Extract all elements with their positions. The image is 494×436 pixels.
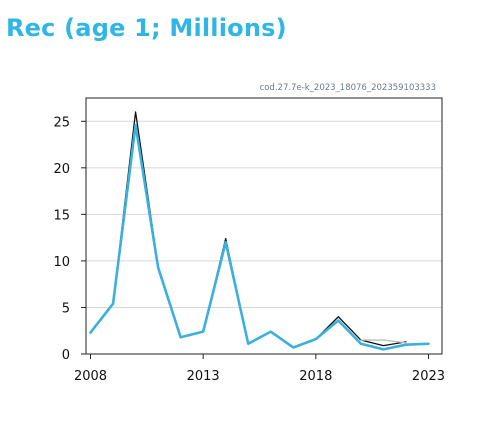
y-axis-ticks: 0 5 10 15 20 25 bbox=[53, 115, 86, 363]
y-tick-label: 10 bbox=[53, 255, 70, 270]
chart-subtitle: cod.27.7e-k_2023_18076_202359103333 bbox=[260, 83, 436, 93]
y-tick-label: 20 bbox=[53, 162, 70, 177]
y-tick-label: 5 bbox=[62, 301, 70, 316]
x-tick-label: 2018 bbox=[299, 369, 332, 384]
x-tick-label: 2013 bbox=[187, 369, 220, 384]
axes bbox=[85, 97, 443, 355]
plot-frame bbox=[85, 97, 443, 355]
grid-lines bbox=[86, 120, 442, 308]
x-axis-ticks: 2008 2013 2018 2023 bbox=[74, 354, 445, 384]
series-line-2 bbox=[89, 123, 430, 351]
chart-title: Rec (age 1; Millions) bbox=[6, 14, 287, 42]
y-tick-label: 0 bbox=[62, 348, 70, 363]
series-line-1 bbox=[360, 339, 407, 344]
y-tick-label: 25 bbox=[53, 115, 70, 130]
x-tick-label: 2008 bbox=[74, 369, 107, 384]
y-tick-label: 15 bbox=[53, 208, 70, 223]
series-lines bbox=[89, 111, 430, 351]
x-tick-label: 2023 bbox=[412, 369, 445, 384]
